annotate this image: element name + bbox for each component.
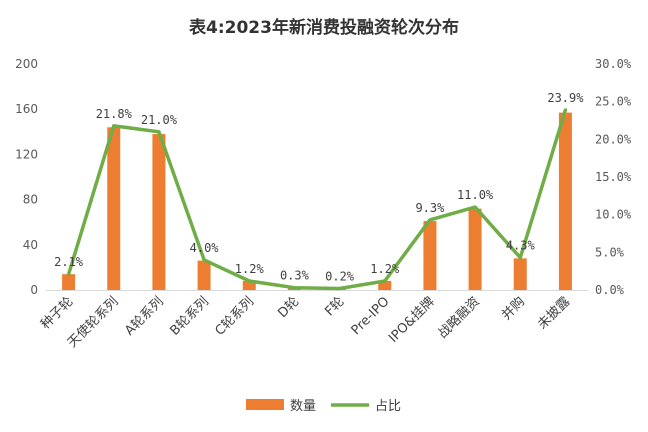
- plot-area: 0 40 80 120 160 200 0.0% 5.0% 10.0% 15.0% 20.0% 25.…: [15, 57, 632, 351]
- bar: [558, 112, 572, 290]
- data-label: 23.9%: [547, 91, 584, 105]
- category-label: 并购: [498, 294, 528, 324]
- data-label: 9.3%: [415, 201, 445, 215]
- left-axis-tick-label: 160: [15, 102, 38, 116]
- legend: 数量 占比: [246, 399, 401, 414]
- data-label: 1.2%: [370, 262, 400, 276]
- left-axis-tick-label: 0: [30, 283, 38, 297]
- category-label: 种子轮: [38, 294, 76, 332]
- left-axis-tick-label: 80: [23, 193, 38, 207]
- left-axis-tick-label: 120: [15, 147, 38, 161]
- data-label: 2.1%: [54, 255, 84, 269]
- legend-bar-swatch: [246, 399, 284, 410]
- category-label: IPO&挂牌: [385, 294, 437, 346]
- bar: [62, 274, 76, 290]
- right-axis-tick-label: 30.0%: [595, 57, 632, 71]
- bar: [197, 260, 211, 290]
- right-axis-tick-label: 0.0%: [595, 283, 625, 297]
- data-label: 1.2%: [235, 262, 265, 276]
- data-label: 11.0%: [457, 188, 494, 202]
- legend-label: 占比: [375, 399, 401, 414]
- bar: [513, 258, 527, 290]
- left-axis-tick-label: 40: [23, 238, 38, 252]
- bar: [107, 127, 121, 290]
- category-label: F轮: [322, 294, 347, 319]
- category-label: 战略融资: [435, 294, 483, 342]
- chart-title: 表4:2023年新消费投融资轮次分布: [189, 17, 459, 38]
- category-label: B轮系列: [167, 294, 211, 338]
- right-axis-tick-label: 20.0%: [595, 132, 632, 146]
- category-label: C轮系列: [212, 294, 257, 339]
- right-axis-tick-label: 5.0%: [595, 245, 625, 259]
- category-label: Pre-IPO: [349, 294, 393, 338]
- right-axis-tick-label: 10.0%: [595, 208, 632, 222]
- bar: [242, 280, 256, 290]
- right-axis-tick-label: 25.0%: [595, 95, 632, 109]
- category-label: D轮: [275, 294, 302, 321]
- data-label: 0.3%: [280, 269, 310, 283]
- data-label: 21.8%: [96, 107, 133, 121]
- category-label: A轮系列: [122, 294, 166, 338]
- legend-label: 数量: [290, 399, 316, 414]
- bar: [423, 221, 437, 290]
- data-label: 0.2%: [325, 269, 355, 283]
- data-label: 4.0%: [190, 241, 220, 255]
- right-axis-tick-label: 15.0%: [595, 170, 632, 184]
- left-axis-tick-label: 200: [15, 57, 38, 71]
- data-label: 4.3%: [506, 239, 536, 253]
- series-line: [66, 108, 568, 291]
- bar: [152, 134, 166, 290]
- category-label: 未披露: [535, 294, 573, 332]
- data-label: 21.0%: [141, 113, 178, 127]
- bar: [468, 208, 482, 290]
- bar: [378, 280, 392, 290]
